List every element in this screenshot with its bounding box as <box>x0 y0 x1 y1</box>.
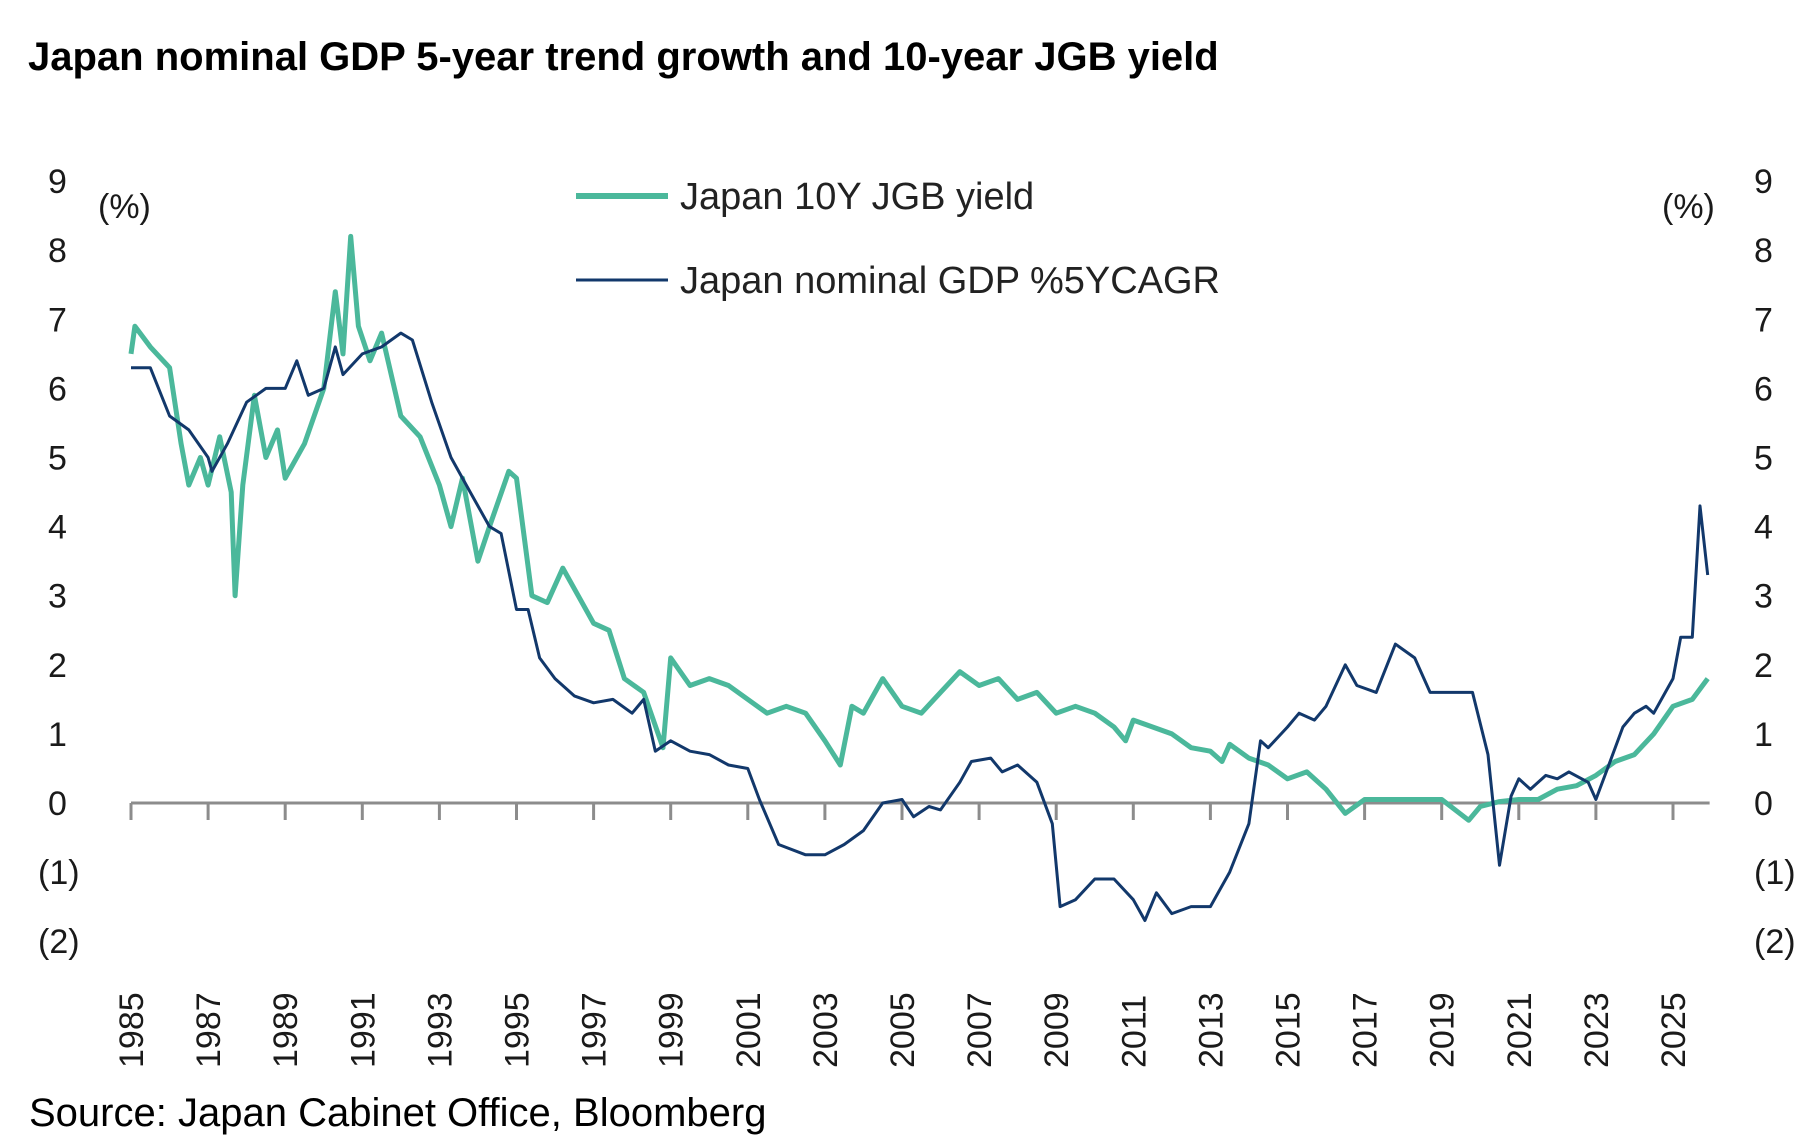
x-tick-label: 1991 <box>344 992 382 1068</box>
y-axis-right-unit: (%) <box>1662 188 1715 226</box>
x-axis: 1985 1987 1989 1991 1993 1995 1997 1999 2001 2003… <box>113 803 1693 1068</box>
y-tick-label-right: (2) <box>1754 923 1796 961</box>
x-tick-label: 2021 <box>1501 992 1539 1068</box>
x-tick-label: 1995 <box>499 992 537 1068</box>
x-tick-label: 1987 <box>190 992 228 1068</box>
y-tick-label-right: 2 <box>1754 647 1773 685</box>
source-note: Source: Japan Cabinet Office, Bloomberg <box>29 1091 766 1135</box>
y-tick-label-left: 7 <box>48 301 67 339</box>
legend-label-gdp: Japan nominal GDP %5YCAGR <box>680 260 1220 302</box>
y-axis-right: 9 8 7 6 5 4 3 2 1 0 (1) (2) <box>1754 163 1796 961</box>
series-line-nominal-gdp <box>131 331 1710 922</box>
y-tick-label-right: (1) <box>1754 854 1796 892</box>
y-tick-label-right: 5 <box>1754 440 1773 478</box>
legend: Japan 10Y JGB yield Japan nominal GDP %5… <box>576 176 1220 302</box>
x-tick-label: 1989 <box>267 992 305 1068</box>
y-axis-left: 9 8 7 6 5 4 3 2 1 0 (1) (2) <box>38 163 80 961</box>
y-tick-label-right: 4 <box>1754 509 1773 547</box>
x-tick-label: 1985 <box>113 992 151 1068</box>
y-tick-label-left: 5 <box>48 440 67 478</box>
y-tick-label-right: 0 <box>1754 785 1773 823</box>
x-tick-label: 2023 <box>1578 992 1616 1068</box>
x-tick-label: 2017 <box>1347 992 1385 1068</box>
x-tick-label: 2011 <box>1115 995 1153 1068</box>
x-tick-label: 2003 <box>807 992 845 1068</box>
y-tick-label-left: 6 <box>48 370 67 408</box>
chart-title: Japan nominal GDP 5-year trend growth an… <box>28 35 1219 79</box>
y-tick-label-left: (1) <box>38 854 80 892</box>
y-tick-label-left: 2 <box>48 647 67 685</box>
y-tick-label-right: 6 <box>1754 370 1773 408</box>
series-line-jgb-yield <box>128 233 1710 823</box>
x-tick-label: 2007 <box>961 992 999 1068</box>
y-tick-label-right: 8 <box>1754 232 1773 270</box>
y-tick-label-right: 3 <box>1754 578 1773 616</box>
y-tick-label-left: 9 <box>48 163 67 201</box>
y-tick-label-left: 1 <box>48 716 67 754</box>
x-tick-label: 2015 <box>1270 992 1308 1068</box>
series-lines <box>128 233 1710 922</box>
y-tick-label-right: 9 <box>1754 163 1773 201</box>
legend-label-jgb: Japan 10Y JGB yield <box>680 176 1034 218</box>
x-tick-label: 1997 <box>576 992 614 1068</box>
x-tick-label: 2005 <box>884 992 922 1068</box>
x-tick-label: 2013 <box>1192 992 1230 1068</box>
x-tick-label: 2001 <box>730 992 768 1068</box>
y-tick-label-right: 7 <box>1754 301 1773 339</box>
y-tick-label-right: 1 <box>1754 716 1773 754</box>
x-tick-label: 2009 <box>1038 992 1076 1068</box>
y-tick-label-left: 4 <box>48 509 67 547</box>
y-tick-label-left: 0 <box>48 785 67 823</box>
y-tick-label-left: 8 <box>48 232 67 270</box>
x-tick-label: 2025 <box>1655 992 1693 1068</box>
y-axis-left-unit: (%) <box>98 188 151 226</box>
y-tick-label-left: (2) <box>38 923 80 961</box>
x-tick-label: 1993 <box>421 992 459 1068</box>
y-tick-label-left: 3 <box>48 578 67 616</box>
x-tick-label: 2019 <box>1424 992 1462 1068</box>
x-tick-label: 1999 <box>653 992 691 1068</box>
